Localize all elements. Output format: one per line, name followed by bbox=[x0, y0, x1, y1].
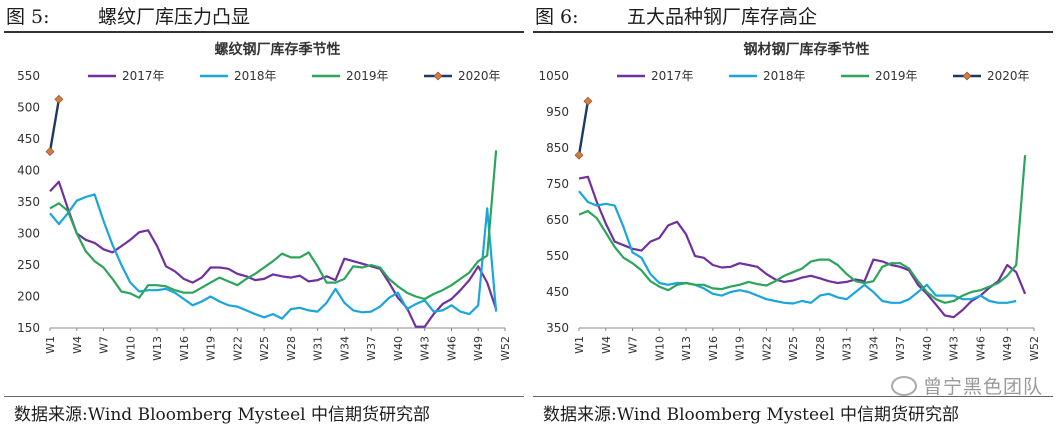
x-tick-label: W4 bbox=[71, 336, 84, 354]
series-line bbox=[578, 155, 1027, 304]
y-tick-label: 850 bbox=[546, 141, 569, 155]
x-tick-label: W7 bbox=[98, 336, 111, 354]
figure-panel-rebar: 图 5: 螺纹厂库压力凸显 螺纹钢厂库存季节性 150 200 250 300 350 400… bbox=[0, 0, 528, 429]
figure-title: 螺纹厂库压力凸显 bbox=[98, 6, 251, 28]
x-tick-label: W31 bbox=[841, 336, 854, 361]
figure-panel-steel: 图 6: 五大品种钢厂库存高企 钢材钢厂库存季节性 350 450 550 650 750 8… bbox=[529, 0, 1057, 429]
series-line bbox=[48, 99, 61, 152]
x-tick-label: W52 bbox=[499, 336, 512, 361]
bottom-rule bbox=[4, 396, 524, 397]
y-tick-label: 750 bbox=[546, 177, 569, 191]
y-tick-label: 400 bbox=[17, 164, 40, 178]
x-tick-label: W37 bbox=[894, 336, 907, 361]
x-tick-label: W1 bbox=[44, 336, 57, 354]
figure-heading: 图 6: 五大品种钢厂库存高企 bbox=[535, 2, 817, 29]
y-tick-label: 650 bbox=[546, 213, 569, 227]
y-tick-label: 350 bbox=[17, 195, 40, 209]
legend-label: 2018年 bbox=[763, 69, 806, 83]
y-tick-label: 950 bbox=[546, 105, 569, 119]
legend-label: 2017年 bbox=[651, 69, 694, 83]
x-tick-label: W16 bbox=[178, 336, 191, 361]
x-tick-label: W52 bbox=[1028, 336, 1041, 361]
top-rule bbox=[4, 31, 524, 33]
x-tick-label: W40 bbox=[392, 336, 405, 361]
x-tick-label: W25 bbox=[258, 336, 271, 361]
x-tick-label: W22 bbox=[231, 336, 244, 361]
x-tick-label: W46 bbox=[974, 336, 987, 361]
x-tick-label: W43 bbox=[419, 336, 432, 361]
x-tick-label: W28 bbox=[285, 336, 298, 361]
figure-label: 图 5: bbox=[6, 6, 50, 28]
wechat-icon bbox=[890, 376, 917, 396]
bottom-rule bbox=[533, 396, 1053, 397]
legend-label: 2020年 bbox=[987, 69, 1030, 83]
series-line bbox=[49, 150, 498, 301]
x-tick-label: W49 bbox=[472, 336, 485, 361]
x-tick-label: W7 bbox=[627, 336, 640, 354]
source-note: 数据来源:Wind Bloomberg Mysteel 中信期货研究部 bbox=[543, 405, 959, 425]
x-tick-label: W34 bbox=[867, 336, 880, 361]
x-tick-label: W10 bbox=[653, 336, 666, 361]
figure-heading: 图 5: 螺纹厂库压力凸显 bbox=[6, 2, 250, 29]
x-tick-label: W34 bbox=[338, 336, 351, 361]
data-point-marker bbox=[54, 94, 64, 104]
legend-label: 2020年 bbox=[458, 69, 501, 83]
series-line bbox=[578, 175, 1027, 319]
x-tick-label: W10 bbox=[124, 336, 137, 361]
x-tick-label: W28 bbox=[814, 336, 827, 361]
x-tick-label: W13 bbox=[680, 336, 693, 361]
x-tick-label: W40 bbox=[921, 336, 934, 361]
y-tick-label: 150 bbox=[17, 321, 40, 335]
legend-marker bbox=[433, 71, 443, 81]
chart-title: 钢材钢厂库存季节性 bbox=[744, 41, 870, 58]
x-tick-label: W49 bbox=[1001, 336, 1014, 361]
series-line bbox=[577, 101, 590, 156]
x-tick-label: W22 bbox=[760, 336, 773, 361]
data-point-marker bbox=[45, 147, 55, 157]
chart-title: 螺纹钢厂库存季节性 bbox=[215, 41, 341, 58]
legend-label: 2019年 bbox=[875, 69, 918, 83]
x-tick-label: W31 bbox=[312, 336, 325, 361]
series-line bbox=[578, 190, 1017, 305]
y-tick-label: 550 bbox=[17, 69, 40, 83]
series-line bbox=[49, 193, 498, 320]
figure-label: 图 6: bbox=[535, 6, 579, 28]
y-tick-label: 250 bbox=[17, 258, 40, 272]
x-tick-label: W16 bbox=[707, 336, 720, 361]
x-tick-label: W1 bbox=[573, 336, 586, 354]
y-tick-label: 350 bbox=[546, 321, 569, 335]
legend-label: 2018年 bbox=[234, 69, 277, 83]
y-tick-label: 500 bbox=[17, 101, 40, 115]
x-tick-label: W46 bbox=[445, 336, 458, 361]
x-tick-label: W19 bbox=[205, 336, 218, 361]
chart-rebar-inventory: 螺纹钢厂库存季节性 150 200 250 300 350 400 450 500 550 W1 W4… bbox=[17, 41, 512, 361]
figure-title: 五大品种钢厂库存高企 bbox=[627, 6, 818, 28]
legend-label: 2017年 bbox=[122, 69, 165, 83]
legend-label: 2019年 bbox=[346, 69, 389, 83]
x-tick-label: W37 bbox=[365, 336, 378, 361]
top-rule bbox=[533, 31, 1053, 33]
y-tick-label: 550 bbox=[546, 249, 569, 263]
data-point-marker bbox=[574, 150, 584, 160]
y-tick-label: 1050 bbox=[538, 69, 569, 83]
watermark-text: 曾宁黑色团队 bbox=[922, 376, 1043, 398]
source-note: 数据来源:Wind Bloomberg Mysteel 中信期货研究部 bbox=[14, 405, 430, 425]
x-tick-label: W43 bbox=[948, 336, 961, 361]
x-tick-label: W25 bbox=[787, 336, 800, 361]
watermark: 曾宁黑色团队 bbox=[890, 372, 1043, 399]
y-tick-label: 300 bbox=[17, 227, 40, 241]
y-tick-label: 450 bbox=[17, 132, 40, 146]
x-tick-label: W13 bbox=[151, 336, 164, 361]
data-point-marker bbox=[583, 96, 593, 106]
series-line bbox=[49, 180, 498, 328]
y-tick-label: 450 bbox=[546, 285, 569, 299]
x-tick-label: W4 bbox=[600, 336, 613, 354]
chart-steel-inventory: 钢材钢厂库存季节性 350 450 550 650 750 850 950 1050 W1 W4 W7… bbox=[538, 41, 1041, 361]
legend-marker bbox=[962, 71, 972, 81]
x-tick-label: W19 bbox=[734, 336, 747, 361]
y-tick-label: 200 bbox=[17, 290, 40, 304]
